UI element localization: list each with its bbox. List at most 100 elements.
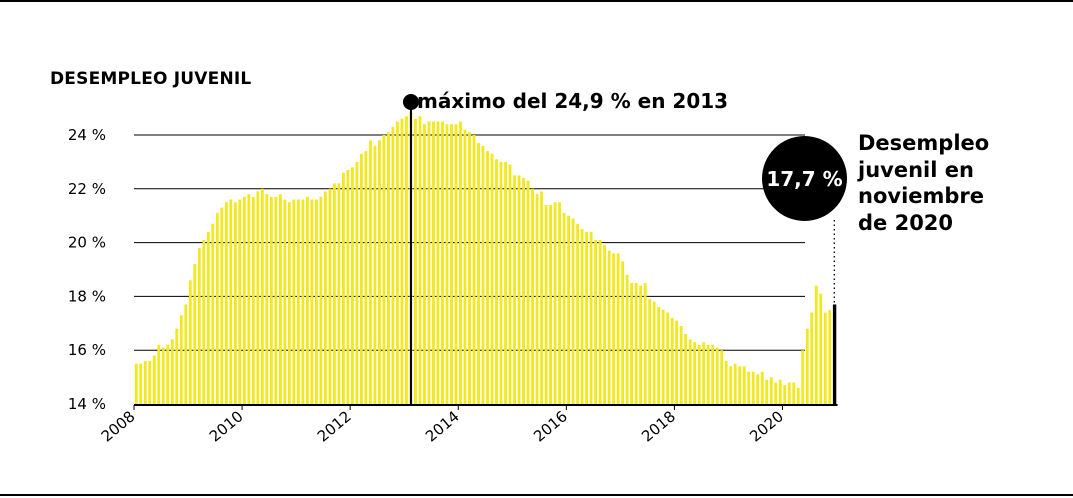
bar <box>814 285 818 404</box>
bar <box>504 161 507 404</box>
bar <box>233 202 237 404</box>
bar <box>778 379 782 404</box>
bar <box>360 153 363 404</box>
bar <box>630 282 634 404</box>
bar <box>508 164 512 404</box>
bar <box>787 382 791 404</box>
bar <box>760 371 764 404</box>
bar <box>157 344 161 404</box>
bar <box>585 231 588 404</box>
y-tick-label: 22 % <box>68 180 106 198</box>
y-tick-label: 14 % <box>68 395 106 413</box>
bar <box>184 304 188 404</box>
bar <box>188 280 192 404</box>
bar <box>166 344 170 404</box>
bar <box>481 145 485 404</box>
bar <box>774 382 778 404</box>
bar <box>224 202 228 404</box>
bar <box>562 213 566 404</box>
bar <box>310 199 314 404</box>
x-tick-label: 2008 <box>98 407 139 445</box>
bar <box>598 239 602 404</box>
latest-caption-line: Desempleo <box>858 131 990 155</box>
latest-value-label: 17,7 % <box>766 166 843 191</box>
bar <box>517 175 521 404</box>
bar <box>819 293 823 404</box>
bar <box>589 231 593 404</box>
bar <box>202 239 206 404</box>
y-tick-label: 24 % <box>68 126 106 144</box>
bar <box>220 207 224 404</box>
latest-caption-line: de 2020 <box>858 210 954 235</box>
bar <box>170 339 174 404</box>
annotations <box>402 94 835 404</box>
bar <box>670 317 674 404</box>
x-tick-label: 2014 <box>422 407 463 445</box>
bar <box>711 344 715 404</box>
bar <box>215 213 219 404</box>
bar <box>733 363 737 404</box>
bar <box>522 178 525 404</box>
bar <box>139 363 143 404</box>
bar <box>796 387 800 404</box>
bar <box>314 199 318 404</box>
chart-title: DESEMPLEO JUVENIL <box>50 69 252 89</box>
bar <box>571 218 575 404</box>
bar <box>193 264 197 404</box>
bar <box>594 239 598 404</box>
bar <box>143 360 147 404</box>
bar <box>535 194 539 404</box>
bar <box>197 247 201 404</box>
bar <box>414 118 417 405</box>
bar <box>251 196 255 404</box>
bar <box>463 129 467 404</box>
bar <box>720 350 724 404</box>
bar <box>783 385 787 404</box>
y-tick-label: 18 % <box>68 287 106 305</box>
bars <box>134 110 837 405</box>
bar <box>269 196 273 404</box>
bar <box>603 245 607 404</box>
x-tick-label: 2020 <box>746 407 787 445</box>
bar <box>648 299 652 404</box>
bar <box>729 366 733 404</box>
bar <box>706 344 710 404</box>
y-axis: 14 % 16 % 18 % 20 % 22 % 24 % <box>68 126 106 413</box>
bar <box>553 202 557 404</box>
bar <box>765 379 769 404</box>
bar <box>265 194 269 404</box>
bar <box>355 161 359 404</box>
bar <box>337 183 341 404</box>
peak-marker-dot <box>402 94 419 110</box>
bar <box>387 132 390 404</box>
bar <box>292 199 296 404</box>
bar <box>823 312 827 404</box>
bar <box>666 312 670 404</box>
bar <box>540 191 543 404</box>
bar <box>229 199 233 404</box>
bar <box>828 309 832 404</box>
bar <box>454 124 458 405</box>
bar <box>391 126 395 405</box>
bar <box>175 328 179 404</box>
bar <box>206 231 210 404</box>
bar <box>661 309 665 404</box>
bar <box>351 167 354 404</box>
bar <box>607 250 611 404</box>
bar <box>612 253 616 404</box>
bar <box>805 328 809 404</box>
bar <box>580 229 584 404</box>
bar <box>382 135 386 404</box>
bar <box>634 282 638 404</box>
bar <box>432 121 435 405</box>
bar <box>445 124 449 405</box>
bar <box>148 360 152 404</box>
bar <box>427 121 431 405</box>
bar <box>346 169 350 404</box>
bar <box>373 145 377 404</box>
bar <box>242 196 246 404</box>
bar <box>274 196 278 404</box>
bar <box>558 202 561 404</box>
bar <box>490 153 494 404</box>
bar <box>179 315 183 404</box>
